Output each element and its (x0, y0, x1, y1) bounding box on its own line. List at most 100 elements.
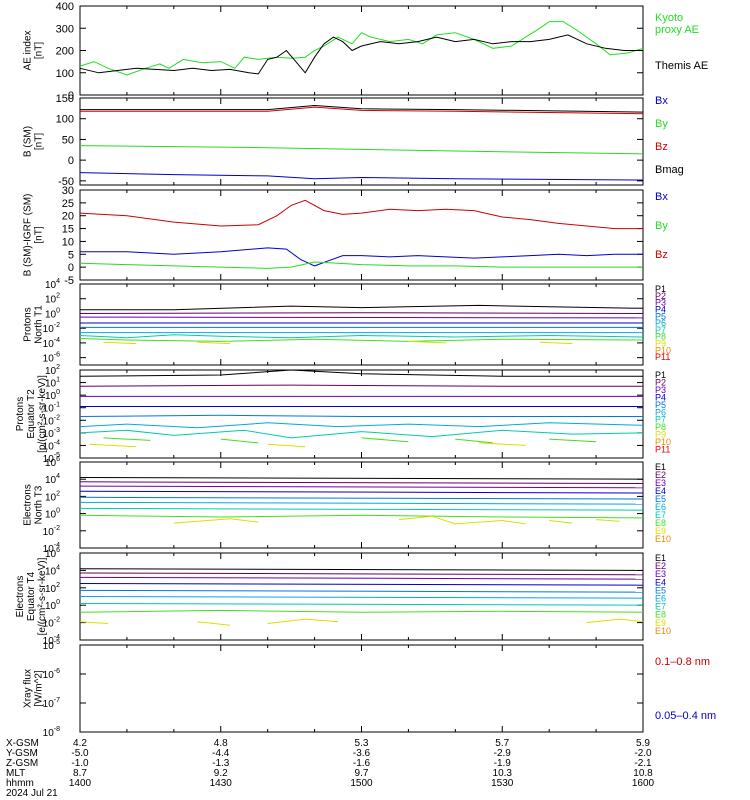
y-tick-label: -50 (58, 176, 74, 188)
series-p6 (79, 422, 644, 429)
series-e1 (79, 477, 644, 480)
panel-8: 10-8 10-7 10-6 10-5 Xray flux [W/m^2] 0.1–0.8 … (23, 639, 717, 739)
panel-frame (79, 283, 644, 366)
legend-item: E9 (655, 618, 666, 628)
series-e8 (79, 609, 644, 613)
series-e9 (586, 618, 644, 624)
panel-frame (79, 5, 644, 96)
y-tick-label: 104 (45, 473, 60, 486)
y-tick-label: 5 (68, 249, 74, 261)
legend-item: E6 (655, 594, 666, 604)
series-e9 (596, 519, 620, 522)
series-p7 (79, 334, 644, 339)
legend-item: By (655, 118, 668, 130)
legend-item: Bmag (655, 164, 684, 176)
footer-value: 1430 (210, 778, 233, 789)
y-tick-label: 102 (45, 582, 60, 595)
footer-value: 9.7 (355, 768, 369, 779)
y-axis-label: [W/m^2] (34, 670, 45, 707)
y-tick-label: 10-1 (43, 402, 60, 415)
y-tick-label: 15 (62, 224, 74, 236)
footer-value: -1.6 (353, 758, 371, 769)
footer-value: -1.9 (494, 758, 512, 769)
series-themis-ae (79, 34, 643, 75)
y-tick-label: -5 (64, 275, 74, 287)
series-p9 (267, 443, 306, 448)
series-p9 (103, 341, 137, 345)
series-p2 (79, 384, 643, 387)
y-axis-label: Equator T4 (26, 571, 37, 621)
y-tick-label: 10-2 (43, 525, 60, 538)
legend-item: P11 (655, 352, 670, 362)
footer-value: 5.9 (636, 738, 650, 749)
series-p5 (79, 414, 643, 417)
y-axis-label: [nT] (34, 42, 45, 59)
y-tick-label: 10-4 (43, 542, 60, 555)
y-tick-label: 0 (68, 262, 74, 274)
y-axis-label: [nT] (34, 226, 45, 243)
y-tick-label: 300 (56, 23, 74, 35)
series-bz (80, 106, 644, 115)
y-tick-label: 0 (68, 90, 74, 102)
y-tick-label: 100 (45, 389, 60, 402)
legend-item: P1 (655, 284, 666, 294)
footer-value: 1400 (69, 778, 92, 789)
series-e5 (79, 496, 644, 500)
legend-item: P3 (655, 385, 666, 395)
series-e2 (79, 572, 644, 576)
y-axis-label: Protons (15, 397, 26, 431)
y-tick-label: 102 (45, 490, 60, 503)
legend-item: P6 (655, 318, 666, 328)
legend-item: P8 (655, 332, 666, 342)
footer-value: 1500 (350, 778, 373, 789)
y-tick-label: 10-5 (43, 639, 60, 652)
y-tick-label: 100 (45, 307, 60, 320)
panel-7: 10-4 10-2 100 102 104 106 Electrons Equator T4[… (15, 547, 671, 647)
legend-item: E6 (655, 502, 666, 512)
y-tick-label: 10 (62, 236, 74, 248)
footer-value: 4.8 (214, 738, 228, 749)
legend-item: E5 (655, 585, 666, 595)
footer-value: 8.7 (73, 768, 87, 779)
legend-item: Themis AE (655, 60, 708, 72)
legend-item: E8 (655, 610, 666, 620)
y-tick-label: 0 (68, 155, 74, 167)
series-e9 (79, 621, 109, 624)
legend-item: P7 (655, 415, 666, 425)
series-e5 (79, 589, 644, 593)
footer-row-label: Y-GSM (6, 748, 38, 759)
series-e9 (267, 618, 339, 624)
legend-item: By (655, 220, 668, 232)
y-axis-label: North T1 (34, 305, 45, 344)
series-p9 (478, 442, 526, 446)
panel-frame (79, 189, 644, 281)
legend-item: Kyoto (655, 12, 683, 24)
series-e6 (79, 501, 644, 505)
footer-value: 10.3 (493, 768, 513, 779)
footer-row-label: MLT (6, 768, 25, 779)
legend-item: P2 (655, 377, 666, 387)
series-e7 (79, 603, 644, 606)
panel-frame (79, 461, 644, 549)
y-tick-label: 20 (62, 211, 74, 223)
legend-item: P2 (655, 291, 666, 301)
series-kyoto-proxy-ae (79, 21, 644, 76)
legend-item: P5 (655, 400, 666, 410)
legend-item: P3 (655, 298, 666, 308)
y-tick-label: 10-7 (43, 697, 60, 710)
footer-value: -4.4 (212, 748, 230, 759)
y-tick-label: 104 (45, 564, 60, 577)
series-e4 (79, 490, 644, 494)
date-label: 2024 Jul 21 (6, 788, 58, 799)
y-tick-label: 150 (56, 93, 74, 105)
footer: X-GSM 4.2 4.8 5.3 5.7 5.9 Y-GSM -5.0 -4.4 -3.6 -2.… (6, 738, 655, 799)
y-axis-label: Electrons (15, 576, 26, 618)
y-axis-label: Xray flux (23, 669, 34, 708)
series-e2 (79, 481, 644, 484)
footer-value: 4.2 (73, 738, 87, 749)
y-tick-label: 200 (56, 46, 74, 58)
